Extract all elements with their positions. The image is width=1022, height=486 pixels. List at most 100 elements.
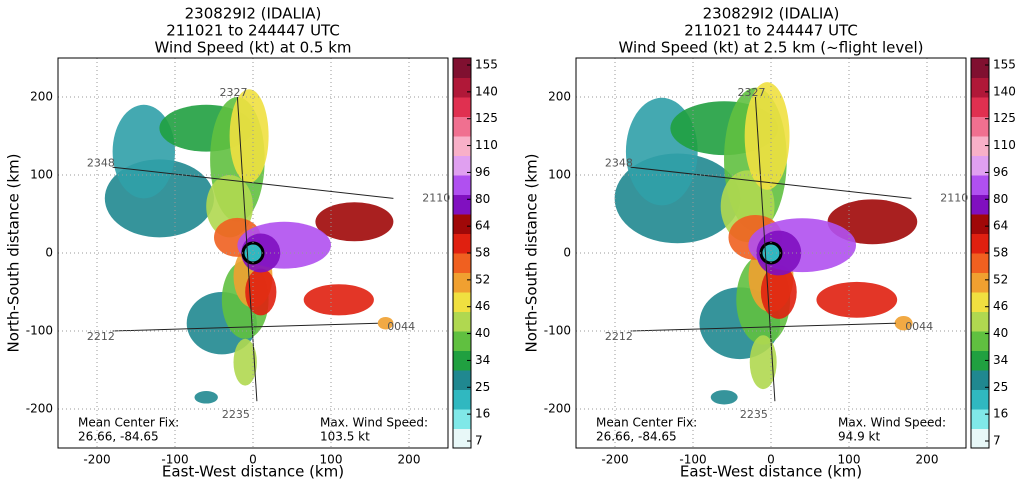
colorbar-tick-label: 58: [993, 246, 1008, 260]
colorbar-segment: [971, 175, 989, 195]
colorbar-tick-label: 25: [475, 380, 490, 394]
x-tick-label: 100: [320, 453, 343, 467]
y-tick-label: -200: [544, 402, 571, 416]
colorbar-tick-label: 52: [475, 272, 490, 286]
colorbar-segment: [453, 409, 471, 429]
track-label: 2235: [740, 408, 768, 421]
echo: [377, 316, 394, 330]
center-fix: Mean Center Fix:: [596, 416, 697, 430]
colorbar-segment: [971, 331, 989, 351]
colorbar-segment: [971, 214, 989, 234]
track-label: 0044: [905, 320, 933, 333]
colorbar-segment: [453, 272, 471, 293]
colorbar-tick-label: 110: [475, 138, 498, 152]
colorbar-segment: [971, 389, 989, 410]
track-line: [236, 96, 258, 402]
y-tick-label: 100: [548, 168, 571, 182]
colorbar-tick-label: 80: [993, 192, 1008, 206]
track-line: [754, 96, 776, 402]
colorbar-segment: [453, 350, 471, 371]
colorbar-segment: [453, 389, 471, 410]
echo: [710, 390, 738, 405]
colorbar-segment: [971, 97, 989, 117]
track-label: 0044: [387, 320, 415, 333]
colorbar-segment: [453, 311, 471, 332]
colorbar-tick-label: 155: [475, 58, 498, 72]
x-tick-label: 0: [767, 453, 775, 467]
chart-title: 211021 to 244447 UTC: [166, 22, 340, 40]
max-wind: 103.5 kt: [320, 430, 370, 444]
panel: -200 -100 0 100 200 -200 -100 0 100 200 2327 2348 21…: [523, 5, 1016, 481]
track-label: 2235: [222, 408, 250, 421]
colorbar-segment: [971, 155, 989, 176]
colorbar-segment: [453, 77, 471, 98]
panel: -200 -100 0 100 200 -200 -100 0 100 200 2327 2348 21…: [5, 5, 498, 481]
x-tick-label: 0: [249, 453, 257, 467]
colorbar-tick-label: 110: [993, 138, 1016, 152]
colorbar-tick-label: 34: [993, 353, 1008, 367]
track-label: 2212: [87, 330, 115, 343]
colorbar-tick-label: 46: [475, 299, 490, 313]
colorbar-segment: [971, 292, 989, 312]
x-tick-label: 100: [838, 453, 861, 467]
center-fix: 26.66, -84.65: [78, 430, 159, 444]
echo: [894, 316, 913, 331]
colorbar-segment: [453, 58, 471, 78]
y-axis-label: North-South distance (km): [523, 153, 541, 352]
echo: [112, 104, 175, 199]
colorbar-tick-label: 7: [475, 434, 483, 448]
x-tick-label: -100: [679, 453, 706, 467]
colorbar-tick-label: 140: [475, 84, 498, 98]
wind-field: [104, 89, 394, 404]
colorbar-tick-label: 46: [993, 299, 1008, 313]
echo: [816, 281, 898, 318]
y-tick-label: -200: [26, 402, 53, 416]
x-tick-label: 200: [398, 453, 421, 467]
center-fix: Mean Center Fix:: [78, 416, 179, 430]
track-label: 2212: [605, 330, 633, 343]
y-tick-label: -100: [544, 324, 571, 338]
y-tick-label: 0: [45, 246, 53, 260]
track-label: 2348: [87, 156, 115, 169]
colorbar-segment: [971, 272, 989, 293]
colorbar-tick-label: 64: [475, 219, 490, 233]
colorbar-tick-label: 80: [475, 192, 490, 206]
x-axis-label: East-West distance (km): [680, 463, 862, 481]
y-tick-label: 200: [548, 90, 571, 104]
colorbar-segment: [971, 233, 989, 254]
colorbar-segment: [453, 370, 471, 390]
colorbar-segment: [971, 58, 989, 78]
y-tick-label: 200: [30, 90, 53, 104]
max-wind: Max. Wind Speed:: [838, 416, 946, 430]
y-axis-label: North-South distance (km): [5, 153, 23, 352]
echo: [315, 202, 394, 242]
colorbar-tick-label: 52: [993, 272, 1008, 286]
track-label: 2327: [738, 86, 766, 99]
chart-title: 211021 to 244447 UTC: [684, 22, 858, 40]
colorbar-tick-label: 96: [993, 165, 1008, 179]
colorbar-segment: [453, 331, 471, 351]
echo: [303, 284, 374, 316]
y-tick-label: -100: [26, 324, 53, 338]
chart-title: 230829I2 (IDALIA): [185, 5, 322, 23]
colorbar-segment: [453, 214, 471, 234]
x-tick-label: -200: [601, 453, 628, 467]
max-wind: 94.9 kt: [838, 430, 880, 444]
colorbar-segment: [971, 77, 989, 98]
colorbar-tick-label: 125: [475, 111, 498, 125]
track-line: [112, 322, 378, 332]
max-wind: Max. Wind Speed:: [320, 416, 428, 430]
colorbar-segment: [453, 233, 471, 254]
echo: [245, 268, 277, 316]
colorbar-segment: [453, 136, 471, 156]
colorbar-segment: [453, 428, 471, 449]
colorbar-tick-label: 58: [475, 246, 490, 260]
echo: [194, 391, 218, 404]
colorbar-tick-label: 25: [993, 380, 1008, 394]
colorbar-tick-label: 16: [993, 407, 1008, 421]
colorbar-segment: [453, 155, 471, 176]
chart-title: 230829I2 (IDALIA): [703, 5, 840, 23]
chart-title: Wind Speed (kt) at 0.5 km: [154, 39, 351, 57]
y-tick-label: 0: [563, 246, 571, 260]
